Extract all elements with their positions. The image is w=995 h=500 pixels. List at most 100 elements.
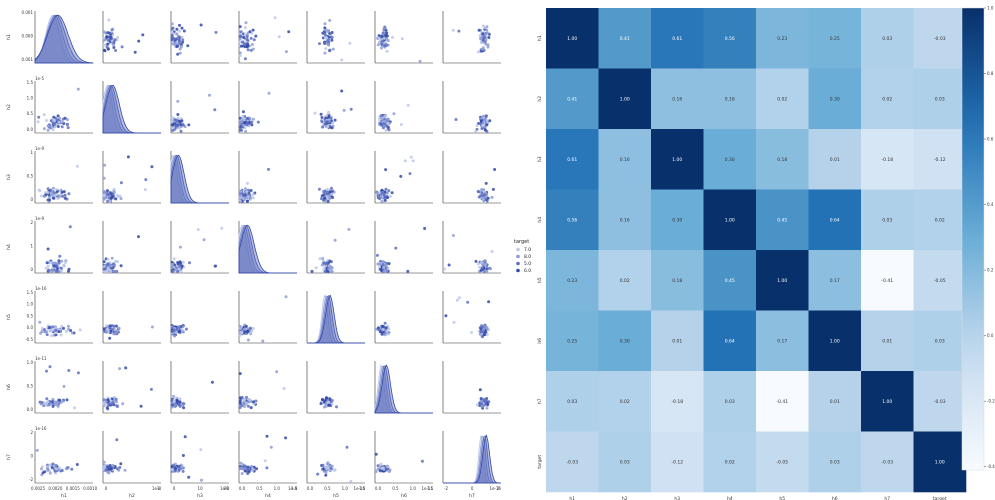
- scatter-point: [102, 403, 106, 407]
- pair-cell-h3-h5: [306, 151, 365, 204]
- scatter-point: [254, 34, 258, 38]
- scatter-point: [267, 91, 271, 95]
- scatter-point: [486, 403, 490, 407]
- heatmap-cell: [808, 371, 862, 432]
- scatter-point: [327, 115, 331, 119]
- scatter-point: [49, 119, 53, 123]
- x-tick-label: 1.0: [342, 486, 349, 491]
- y-axis-label: h6: [6, 384, 12, 390]
- scatter-point: [328, 464, 332, 468]
- heatmap-cell: [808, 250, 862, 311]
- scatter-point: [175, 27, 179, 31]
- scatter-point: [479, 399, 483, 403]
- scatter-point: [382, 467, 386, 471]
- scatter-point: [104, 330, 108, 334]
- pair-cell-h3-h3: [170, 151, 229, 204]
- scatter-point: [328, 397, 332, 401]
- x-tick-label: 0.0: [239, 486, 246, 491]
- scatter-point: [238, 34, 242, 38]
- scatter-point: [51, 261, 55, 265]
- heatmap-cell: [703, 431, 757, 493]
- scatter-point: [313, 111, 317, 115]
- scatter-point: [178, 329, 182, 333]
- scatter-point: [326, 401, 330, 404]
- scatter-point: [318, 257, 322, 261]
- scatter-point: [249, 36, 253, 40]
- scatter-point: [114, 197, 118, 201]
- scatter-point: [58, 116, 61, 120]
- scatter-point: [377, 34, 381, 38]
- scatter-point: [45, 397, 49, 401]
- y-axis-label: h1: [6, 34, 12, 40]
- scatter-point: [376, 191, 380, 195]
- scatter-point: [108, 268, 112, 272]
- heatmap-value-label: 0.17: [830, 278, 840, 284]
- scatter-point: [382, 269, 386, 273]
- pair-cell-h3-h1: [34, 151, 93, 204]
- scatter-point: [170, 27, 174, 31]
- scatter-point: [57, 330, 61, 334]
- scatter-point: [242, 327, 246, 331]
- scatter-point: [170, 468, 174, 472]
- scatter-point: [59, 333, 63, 337]
- heatmap-value-label: 0.02: [935, 217, 945, 223]
- scatter-point: [252, 38, 256, 42]
- y-offset-label: 1e-9: [35, 216, 44, 221]
- scatter-point: [108, 336, 112, 340]
- y-axis-label: h3: [6, 174, 12, 180]
- scatter-point: [57, 259, 61, 263]
- scatter-point: [53, 122, 57, 126]
- scatter-point: [386, 196, 390, 199]
- heatmap-cell: [756, 129, 809, 190]
- scatter-point: [181, 469, 185, 473]
- scatter-point: [384, 28, 388, 32]
- scatter-point: [170, 33, 174, 37]
- scatter-point: [466, 300, 470, 304]
- x-tick-label: 1.0: [274, 486, 281, 491]
- scatter-point: [175, 264, 179, 268]
- heatmap-col-label: h5: [779, 496, 785, 500]
- scatter-point: [243, 330, 246, 334]
- scatter-point: [107, 471, 111, 475]
- heatmap-value-label: 0.16: [620, 157, 630, 163]
- scatter-point: [385, 34, 389, 38]
- scatter-point: [49, 269, 53, 273]
- legend-marker: [516, 254, 520, 259]
- x-tick-label: 0: [105, 486, 108, 491]
- pair-cell-h4-h5: [306, 221, 365, 274]
- scatter-point: [330, 402, 334, 406]
- scatter-point: [40, 401, 44, 404]
- heatmap-value-label: -0.03: [934, 399, 946, 405]
- heatmap-cell: [598, 310, 652, 372]
- scatter-point: [475, 124, 479, 127]
- heatmap-value-label: 0.02: [725, 459, 735, 465]
- scatter-point: [46, 468, 50, 472]
- x-offset-label: 1e-16: [489, 486, 501, 491]
- scatter-point: [106, 465, 109, 469]
- scatter-point: [54, 400, 58, 404]
- scatter-point: [61, 399, 65, 403]
- scatter-point: [50, 190, 54, 194]
- scatter-point: [68, 225, 72, 229]
- scatter-point: [380, 123, 384, 127]
- scatter-point: [106, 257, 110, 261]
- scatter-point: [479, 40, 483, 44]
- y-tick-label: 2: [30, 220, 33, 225]
- x-tick-label: 0: [471, 486, 474, 491]
- scatter-point: [67, 324, 70, 328]
- scatter-point: [51, 325, 55, 329]
- heatmap-cell: [703, 310, 757, 372]
- y-offset-label: 1e-5: [35, 76, 44, 81]
- scatter-point: [491, 187, 495, 191]
- scatter-point: [102, 327, 106, 331]
- scatter-point: [67, 192, 71, 196]
- y-axis-label: h5: [6, 314, 12, 320]
- scatter-point: [327, 267, 331, 270]
- scatter-point: [238, 401, 242, 405]
- heatmap-value-label: 0.25: [567, 338, 577, 344]
- pair-cell-h2-h6: [374, 81, 433, 134]
- scatter-point: [478, 388, 482, 392]
- scatter-point: [474, 259, 478, 263]
- heatmap-cell: [756, 431, 809, 493]
- scatter-point: [75, 463, 79, 466]
